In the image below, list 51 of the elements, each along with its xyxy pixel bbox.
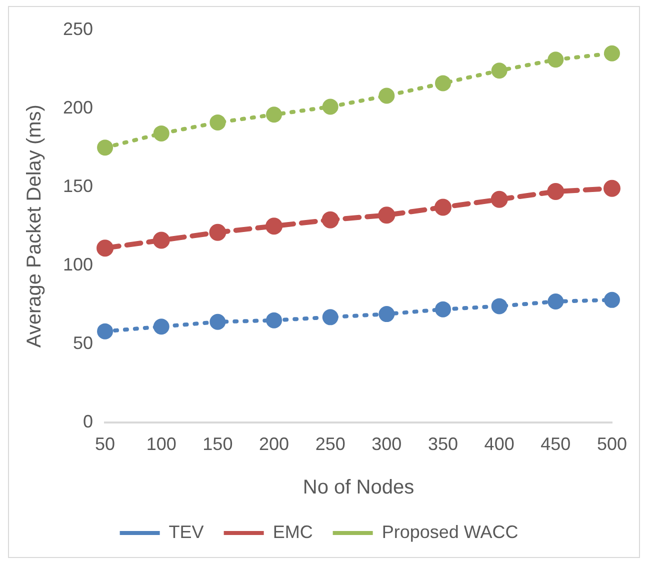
y-tick-label: 0 xyxy=(83,411,94,432)
x-tick-label: 200 xyxy=(258,434,290,454)
legend-label: EMC xyxy=(272,522,313,542)
point xyxy=(491,62,508,79)
point xyxy=(209,224,226,241)
point xyxy=(153,318,170,335)
point xyxy=(266,218,283,235)
y-tick-label: 250 xyxy=(62,18,94,39)
point xyxy=(96,240,114,257)
point xyxy=(210,314,226,330)
point xyxy=(378,206,396,224)
x-tick-label: 500 xyxy=(596,434,628,454)
x-tick-label: 150 xyxy=(202,434,233,454)
point xyxy=(322,309,338,326)
y-tick-label: 100 xyxy=(62,254,94,274)
point xyxy=(97,323,114,340)
point xyxy=(378,88,395,104)
point xyxy=(548,52,564,68)
y-tick-label: 50 xyxy=(73,332,94,353)
point xyxy=(435,75,451,92)
x-tick-label: 100 xyxy=(146,434,176,454)
y-tick-label: 150 xyxy=(62,176,94,196)
point xyxy=(378,306,395,322)
x-tick-label: 350 xyxy=(428,434,458,454)
x-tick-label: 300 xyxy=(372,434,402,454)
point xyxy=(435,301,451,318)
x-tick-label: 50 xyxy=(95,434,116,454)
point xyxy=(153,125,170,142)
point xyxy=(548,293,564,310)
point xyxy=(604,292,620,308)
x-tick-label: 250 xyxy=(315,434,346,454)
point xyxy=(604,45,620,62)
legend-label: Proposed WACC xyxy=(382,522,518,542)
point xyxy=(266,106,282,123)
point xyxy=(491,298,508,314)
point xyxy=(434,198,452,216)
point xyxy=(266,312,282,328)
y-axis-title: Average Packet Delay (ms) xyxy=(24,104,46,348)
point xyxy=(547,183,564,200)
y-tick-label: 200 xyxy=(62,97,94,118)
point xyxy=(603,180,620,197)
point xyxy=(322,211,339,228)
x-axis-title: No of Nodes xyxy=(302,476,414,499)
x-tick-label: 450 xyxy=(540,434,571,454)
point xyxy=(490,190,508,208)
point xyxy=(210,114,226,130)
point xyxy=(152,232,170,249)
legend-label: TEV xyxy=(168,522,204,542)
x-tick-label: 400 xyxy=(484,434,514,454)
point xyxy=(322,98,338,115)
point xyxy=(97,140,114,156)
